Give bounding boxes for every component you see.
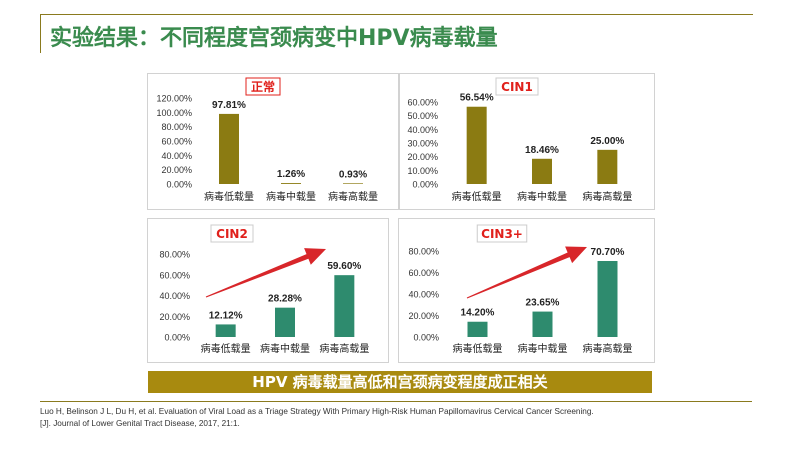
bar — [466, 106, 487, 184]
category-label: 病毒中载量 — [518, 342, 568, 355]
y-tick-label: 80.00% — [408, 247, 439, 257]
title-frame — [40, 14, 753, 53]
y-tick-label: 60.00% — [159, 270, 190, 280]
y-tick-label: 100.00% — [156, 108, 192, 118]
category-label: 病毒低载量 — [201, 342, 251, 355]
chart-title: 正常 — [251, 79, 275, 94]
bar — [281, 183, 301, 184]
y-tick-label: 20.00% — [408, 311, 439, 321]
y-tick-label: 20.00% — [407, 152, 438, 162]
chart-title-box — [476, 224, 528, 243]
category-label: 病毒低载量 — [204, 190, 254, 203]
chart-title-box — [245, 77, 281, 96]
category-label: 病毒高载量 — [583, 342, 633, 355]
bar — [532, 158, 552, 184]
bar — [467, 321, 488, 337]
slide-title: 实验结果：不同程度宫颈病变中HPV病毒载量 — [50, 26, 498, 51]
y-tick-label: 10.00% — [407, 166, 438, 176]
y-tick-label: 30.00% — [407, 139, 438, 149]
category-label: 病毒低载量 — [453, 342, 503, 355]
y-tick-label: 0.00% — [413, 333, 439, 343]
data-label: 12.12% — [209, 310, 243, 321]
chart-title: CIN1 — [501, 80, 533, 94]
data-label: 0.93% — [339, 169, 367, 180]
category-label: 病毒中载量 — [517, 190, 567, 203]
conclusion-banner: HPV 病毒载量高低和宫颈病变程度成正相关 — [148, 371, 652, 393]
data-label: 28.28% — [268, 294, 302, 305]
y-tick-label: 80.00% — [159, 250, 190, 260]
chart-svg: CIN1 0.00% 10.00% 20.00% 30.00% 40.00% 50.00% 6… — [407, 77, 632, 203]
chart-svg: CIN3+ 0.00% 20.00% 40.00% 60.00% 80.00% 14.20%… — [408, 224, 633, 355]
bar — [215, 324, 236, 337]
chart-normal: 正常 0.00% 20.00% 40.00% 60.00% 80.00% 100.00% 12… — [147, 73, 399, 210]
y-tick-label: 60.00% — [161, 137, 192, 147]
reference-citation: Luo H, Belinson J L, Du H, et al. Evalua… — [40, 407, 594, 428]
data-label: 1.26% — [277, 169, 305, 180]
chart-title-box — [210, 224, 254, 243]
y-tick-label: 60.00% — [407, 98, 438, 108]
data-label: 14.20% — [461, 308, 495, 319]
data-label: 18.46% — [525, 145, 559, 156]
y-tick-label: 120.00% — [156, 94, 192, 104]
y-tick-label: 40.00% — [408, 290, 439, 300]
category-label: 病毒中载量 — [266, 190, 316, 203]
data-label: 70.70% — [591, 247, 625, 258]
chart-title: CIN3+ — [481, 227, 523, 241]
y-tick-label: 0.00% — [166, 180, 192, 190]
y-tick-label: 40.00% — [407, 125, 438, 135]
chart-svg: CIN2 0.00% 20.00% 40.00% 60.00% 80.00% 12.12% 病… — [159, 224, 369, 355]
data-label: 97.81% — [212, 100, 246, 111]
trend-arrow — [466, 246, 587, 299]
data-label: 56.54% — [460, 93, 494, 104]
data-label: 59.60% — [327, 261, 361, 272]
category-label: 病毒高载量 — [582, 190, 632, 203]
category-label: 病毒高载量 — [319, 342, 369, 355]
chart-cin3plus: CIN3+ 0.00% 20.00% 40.00% 60.00% 80.00% 14.20%… — [398, 218, 655, 363]
data-label: 25.00% — [590, 136, 624, 147]
category-label: 病毒中载量 — [260, 342, 310, 355]
y-tick-label: 40.00% — [159, 291, 190, 301]
bar — [219, 113, 239, 184]
chart-cin1: CIN1 0.00% 10.00% 20.00% 30.00% 40.00% 50.00% 6… — [399, 73, 655, 210]
bar — [597, 149, 618, 184]
y-tick-label: 20.00% — [159, 312, 190, 322]
y-tick-label: 20.00% — [161, 165, 192, 175]
bar — [275, 307, 295, 337]
chart-title: CIN2 — [216, 227, 248, 241]
y-tick-label: 80.00% — [161, 122, 192, 132]
category-label: 病毒低载量 — [452, 190, 502, 203]
bar — [343, 183, 363, 184]
y-tick-label: 0.00% — [164, 333, 190, 343]
data-label: 23.65% — [526, 298, 560, 309]
y-tick-label: 0.00% — [412, 180, 438, 190]
category-label: 病毒高载量 — [328, 190, 378, 203]
chart-cin2: CIN2 0.00% 20.00% 40.00% 60.00% 80.00% 12.12% 病… — [147, 218, 389, 363]
y-tick-label: 60.00% — [408, 268, 439, 278]
bar — [532, 311, 553, 337]
chart-title-box — [495, 77, 539, 96]
chart-svg: 正常 0.00% 20.00% 40.00% 60.00% 80.00% 100.00% 12… — [156, 77, 378, 203]
y-tick-label: 40.00% — [161, 151, 192, 161]
y-tick-label: 50.00% — [407, 111, 438, 121]
reference-divider — [40, 401, 752, 402]
bar — [334, 275, 355, 337]
trend-arrow — [205, 248, 326, 298]
bar — [597, 260, 618, 337]
